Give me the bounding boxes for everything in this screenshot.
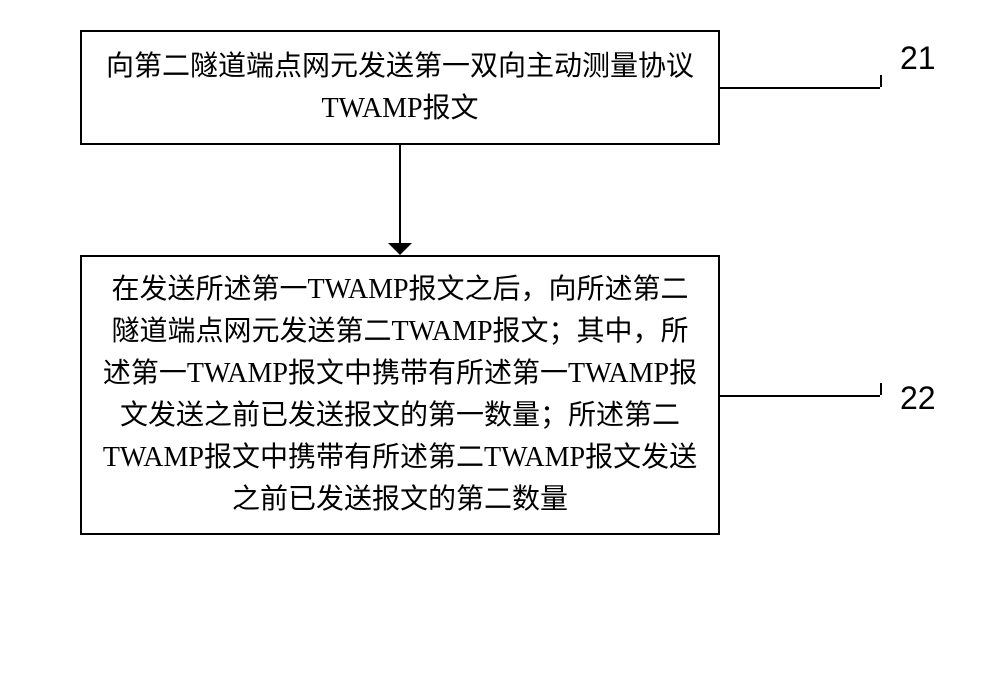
flow-arrow-head-icon bbox=[388, 243, 412, 255]
flowchart-step-1: 向第二隧道端点网元发送第一双向主动测量协议TWAMP报文 bbox=[80, 30, 720, 145]
flow-arrow-line bbox=[399, 145, 401, 243]
callout-line-1-vertical bbox=[880, 75, 882, 87]
step-label-22: 22 bbox=[900, 380, 936, 417]
flowchart-step-2-text: 在发送所述第一TWAMP报文之后，向所述第二隧道端点网元发送第二TWAMP报文；… bbox=[102, 269, 698, 521]
callout-line-1-horizontal bbox=[720, 87, 880, 89]
callout-line-2-horizontal bbox=[720, 395, 880, 397]
callout-line-2-vertical bbox=[880, 383, 882, 395]
flowchart-step-2: 在发送所述第一TWAMP报文之后，向所述第二隧道端点网元发送第二TWAMP报文；… bbox=[80, 255, 720, 535]
flowchart-step-1-text: 向第二隧道端点网元发送第一双向主动测量协议TWAMP报文 bbox=[102, 46, 698, 130]
step-label-21: 21 bbox=[900, 40, 936, 77]
